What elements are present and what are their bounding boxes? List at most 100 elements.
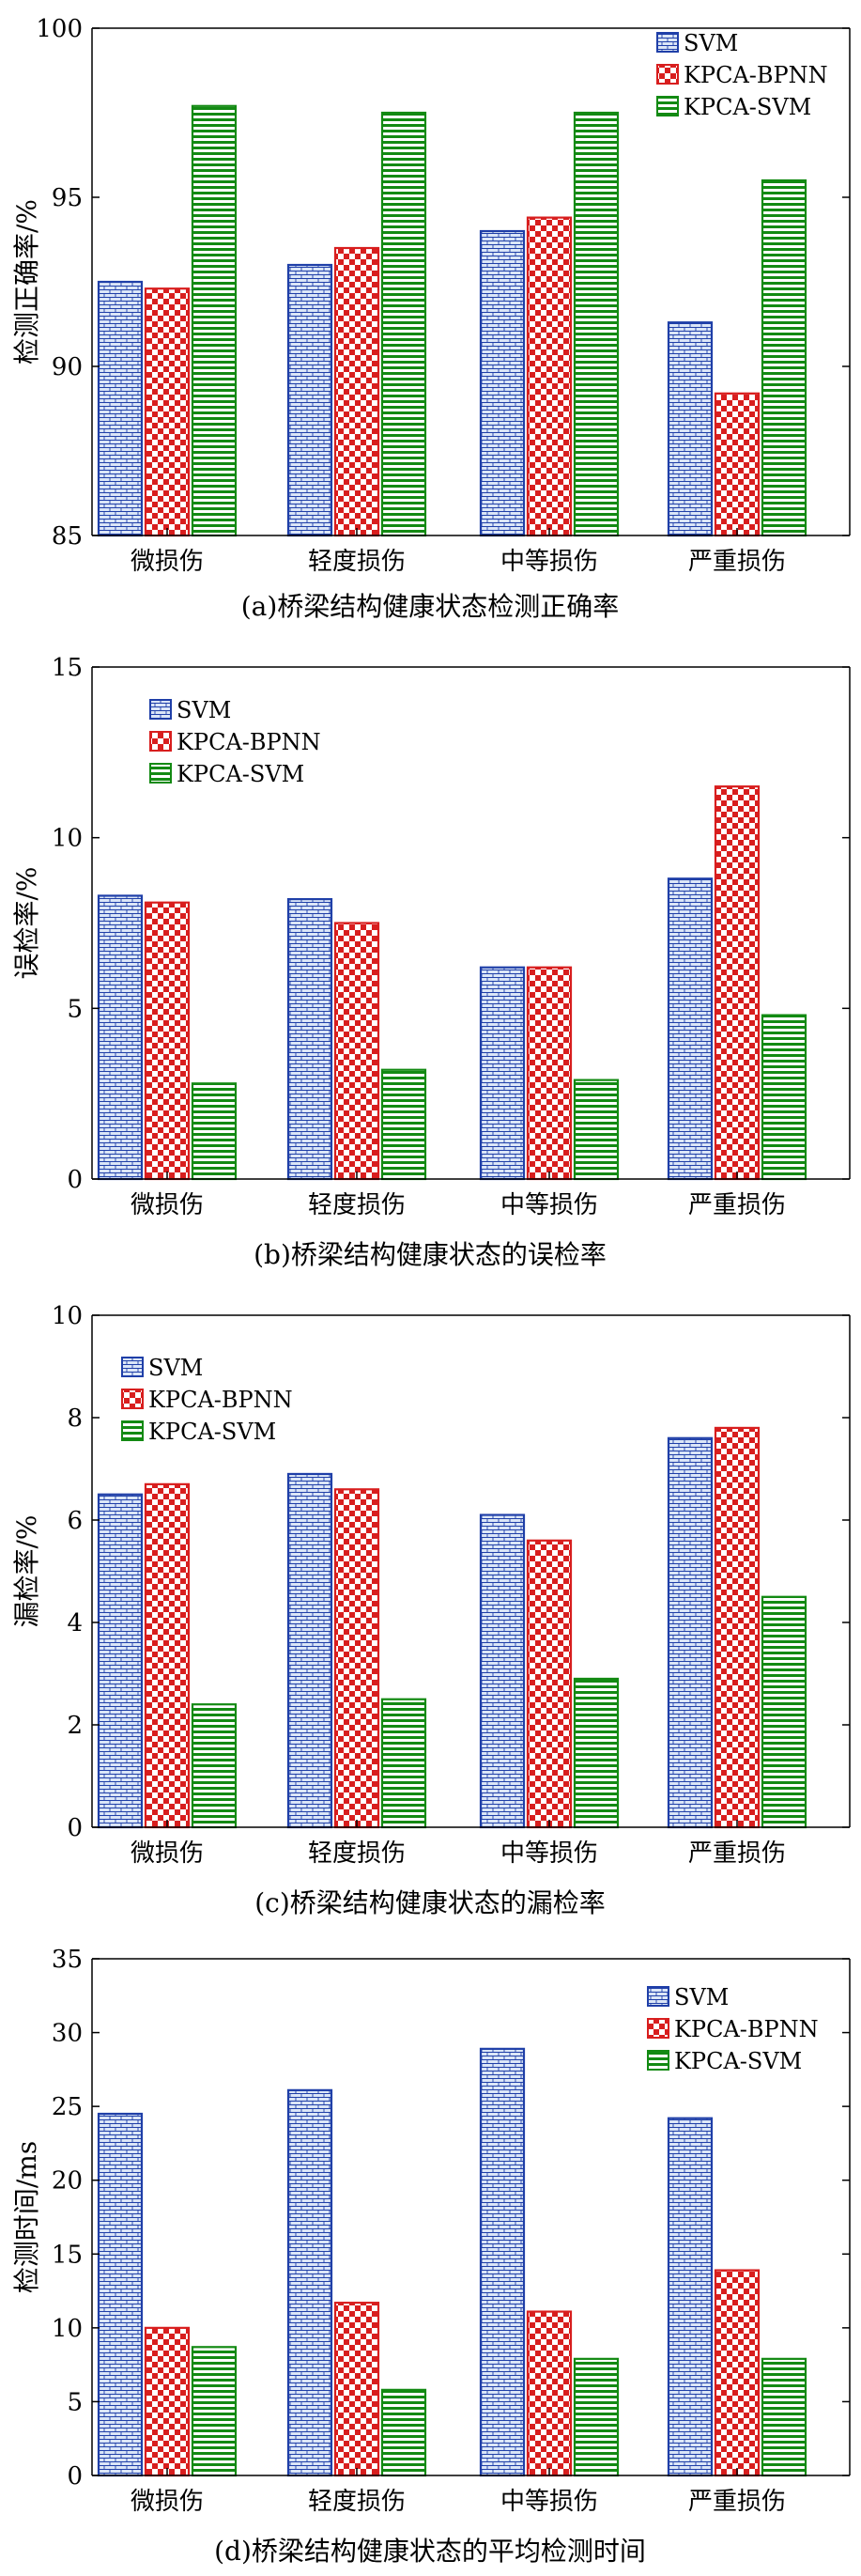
y-tick-label: 30 — [52, 2020, 83, 2048]
legend-label-svm: SVM — [684, 30, 738, 56]
legend-swatch-svm — [647, 1986, 669, 2007]
legend: SVM KPCA-BPNN KPCA-SVM — [656, 30, 828, 120]
bar-kpca-bpnn-4 — [714, 2269, 761, 2477]
bar-kpca-bpnn-1 — [144, 2326, 191, 2477]
x-tick-label: 中等损伤 — [500, 1191, 598, 1219]
y-tick-label: 10 — [52, 825, 83, 853]
legend-swatch-kpca-bpnn — [647, 2018, 669, 2039]
y-tick-label: 95 — [52, 184, 83, 212]
x-tick-label: 中等损伤 — [500, 1839, 598, 1868]
legend: SVM KPCA-BPNN KPCA-SVM — [647, 1984, 819, 2074]
legend-swatch-kpca-svm — [656, 96, 679, 116]
bar-kpca-svm-4 — [761, 1014, 807, 1181]
y-axis-label: 检测正确率/% — [11, 199, 42, 365]
legend-label-kpca-bpnn: KPCA-BPNN — [148, 1387, 293, 1413]
y-tick-label: 2 — [67, 1712, 83, 1740]
x-tick-label: 中等损伤 — [500, 548, 598, 576]
bar-kpca-svm-1 — [191, 104, 238, 537]
bar-kpca-svm-2 — [380, 2388, 427, 2477]
x-tick-label: 严重损伤 — [688, 1191, 786, 1219]
y-axis-label: 漏检率/% — [11, 1514, 42, 1627]
legend-label-svm: SVM — [674, 1984, 729, 2010]
legend-label-kpca-bpnn: KPCA-BPNN — [674, 2016, 819, 2042]
chart-panel-4: 0 5 10 15 20 25 30 35 微损伤 轻度损伤 中等损伤 严重损伤 检测时间/ms SVM K… — [11, 1946, 851, 2567]
bar-svm-3 — [479, 229, 526, 537]
y-tick-label: 0 — [67, 1166, 83, 1194]
bar-svm-3 — [479, 2047, 526, 2477]
bar-svm-4 — [667, 877, 714, 1181]
x-tick-label: 微损伤 — [131, 1191, 204, 1219]
x-tick-label: 严重损伤 — [688, 2488, 786, 2516]
bar-kpca-svm-3 — [573, 111, 620, 537]
bar-kpca-bpnn-1 — [144, 901, 191, 1181]
y-tick-label: 25 — [52, 2093, 83, 2121]
bar-kpca-svm-1 — [191, 1703, 238, 1829]
legend-swatch-svm — [149, 699, 172, 720]
chart-caption: (a)桥梁结构健康状态检测正确率 — [241, 591, 620, 622]
bar-svm-4 — [667, 2117, 714, 2477]
chart-panel-2: 0 5 10 15 微损伤 轻度损伤 中等损伤 严重损伤 误检率/% SVM KPCA-BPNN KP… — [11, 654, 851, 1270]
legend-swatch-kpca-svm — [121, 1420, 144, 1441]
legend-label-kpca-svm: KPCA-SVM — [177, 761, 304, 787]
bar-kpca-svm-3 — [573, 2357, 620, 2477]
bar-kpca-svm-4 — [761, 2357, 807, 2477]
y-tick-label: 10 — [52, 1302, 83, 1330]
bar-kpca-bpnn-3 — [526, 216, 573, 537]
bar-kpca-svm-1 — [191, 1082, 238, 1181]
x-tick-label: 轻度损伤 — [308, 1191, 406, 1219]
legend-swatch-svm — [121, 1357, 144, 1377]
bar-kpca-bpnn-3 — [526, 966, 573, 1181]
bar-kpca-bpnn-2 — [333, 1488, 380, 1829]
bar-svm-1 — [97, 280, 144, 537]
bar-svm-4 — [667, 1436, 714, 1829]
y-tick-label: 10 — [52, 2315, 83, 2343]
legend-label-kpca-svm: KPCA-SVM — [674, 2048, 802, 2074]
x-tick-label: 微损伤 — [131, 548, 204, 576]
x-tick-label: 微损伤 — [131, 2488, 204, 2516]
bar-svm-1 — [97, 894, 144, 1181]
legend-swatch-kpca-bpnn — [121, 1389, 144, 1409]
legend-label-svm: SVM — [177, 697, 231, 723]
legend: SVM KPCA-BPNN KPCA-SVM — [121, 1355, 293, 1445]
bar-svm-2 — [286, 897, 333, 1181]
y-tick-label: 4 — [67, 1609, 83, 1637]
legend-label-kpca-bpnn: KPCA-BPNN — [684, 62, 828, 88]
y-tick-label: 100 — [36, 15, 83, 43]
x-tick-label: 轻度损伤 — [308, 1839, 406, 1868]
bar-kpca-svm-4 — [761, 178, 807, 537]
x-tick-label: 轻度损伤 — [308, 2488, 406, 2516]
bar-svm-3 — [479, 1513, 526, 1829]
bar-svm-2 — [286, 1472, 333, 1829]
chart-caption: (d)桥梁结构健康状态的平均检测时间 — [214, 2536, 646, 2567]
bar-kpca-bpnn-2 — [333, 246, 380, 537]
legend: SVM KPCA-BPNN KPCA-SVM — [149, 697, 321, 787]
y-tick-label: 85 — [52, 522, 83, 551]
x-tick-label: 轻度损伤 — [308, 548, 406, 576]
x-tick-label: 中等损伤 — [500, 2488, 598, 2516]
legend-label-kpca-svm: KPCA-SVM — [148, 1419, 276, 1445]
bar-kpca-bpnn-1 — [144, 1482, 191, 1829]
legend-swatch-svm — [656, 32, 679, 53]
y-tick-label: 20 — [52, 2167, 83, 2196]
chart-panel-3: 0 2 4 6 8 10 微损伤 轻度损伤 中等损伤 严重损伤 漏检率/% SVM KPCA-BPNN K… — [11, 1302, 851, 1918]
bar-kpca-bpnn-3 — [526, 2310, 573, 2477]
y-axis-label: 检测时间/ms — [11, 2141, 42, 2293]
legend-swatch-kpca-bpnn — [149, 731, 172, 752]
bar-kpca-svm-2 — [380, 1698, 427, 1829]
bar-svm-3 — [479, 966, 526, 1181]
bar-kpca-svm-2 — [380, 111, 427, 537]
y-tick-label: 8 — [67, 1404, 83, 1433]
legend-label-kpca-svm: KPCA-SVM — [684, 94, 811, 120]
y-tick-label: 5 — [67, 995, 83, 1023]
y-tick-label: 15 — [52, 654, 83, 682]
legend-swatch-kpca-svm — [647, 2050, 669, 2071]
chart-caption: (b)桥梁结构健康状态的误检率 — [254, 1239, 607, 1270]
bar-kpca-svm-1 — [191, 2346, 238, 2477]
bar-svm-1 — [97, 1493, 144, 1829]
bar-kpca-bpnn-4 — [714, 785, 761, 1181]
bar-svm-4 — [667, 321, 714, 537]
legend-swatch-kpca-svm — [149, 763, 172, 784]
y-tick-label: 6 — [67, 1507, 83, 1535]
